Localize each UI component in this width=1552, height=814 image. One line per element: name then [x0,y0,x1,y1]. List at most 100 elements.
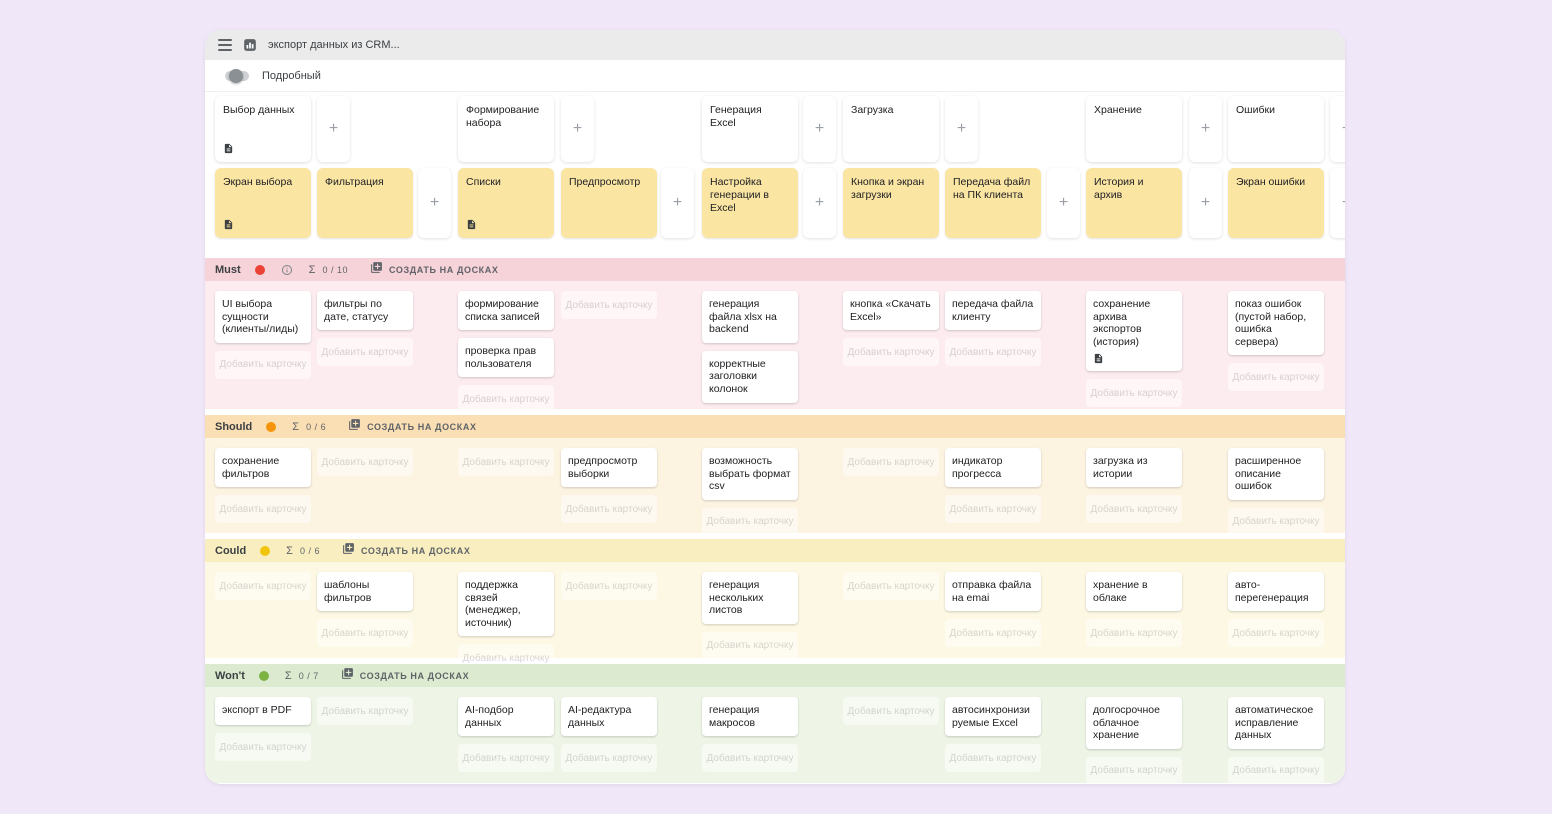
story-card[interactable]: авто-перегенерация [1228,572,1324,612]
add-card-button[interactable]: Добавить карточку [945,338,1041,367]
add-card-button[interactable]: Добавить карточку [843,448,939,476]
story-card[interactable]: формирование списка записей [458,291,554,331]
story-card[interactable]: поддержка связей (менеджер, источник) [458,572,554,637]
story-card[interactable]: загрузка из истории [1086,448,1182,488]
story-card[interactable]: генерация макросов [702,697,798,737]
add-card-button[interactable]: Добавить карточку [702,744,798,773]
add-card-button[interactable]: Добавить карточку [1086,495,1182,524]
story-card[interactable]: долгосрочное облачное хранение [1086,697,1182,749]
add-card-button[interactable]: Добавить карточку [1228,756,1324,784]
add-step-button[interactable]: + [1047,168,1080,238]
add-card-button[interactable]: Добавить карточку [215,495,311,524]
story-card[interactable]: генерация нескольких листов [702,572,798,624]
story-card[interactable]: показ ошибок (пустой набор, ошибка серве… [1228,291,1324,356]
add-card-button[interactable]: Добавить карточку [843,697,939,725]
story-card[interactable]: хранение в облаке [1086,572,1182,612]
add-step-button[interactable]: + [1189,168,1222,238]
add-epic-button[interactable]: + [1330,96,1345,162]
story-card[interactable]: сохранение архива экспортов (история) [1086,291,1182,372]
add-card-button[interactable]: Добавить карточку [843,338,939,367]
create-on-boards-button[interactable]: СОЗДАТЬ НА ДОСКАХ [370,261,498,279]
add-epic-button[interactable]: + [803,96,836,162]
step-card[interactable]: Экран ошибки [1228,168,1324,238]
story-card[interactable]: AI-редактура данных [561,697,657,737]
story-card[interactable]: экспорт в PDF [215,697,311,725]
add-step-button[interactable]: + [803,168,836,238]
add-epic-button[interactable]: + [1189,96,1222,162]
story-card[interactable]: отправка файла на emai [945,572,1041,612]
story-card[interactable]: AI-подбор данных [458,697,554,737]
info-icon[interactable] [281,264,293,276]
step-card[interactable]: Списки [458,168,554,238]
add-card-button[interactable]: Добавить карточку [215,572,311,600]
step-card[interactable]: Экран выбора [215,168,311,238]
add-card-button[interactable]: Добавить карточку [561,291,657,319]
create-on-boards-button[interactable]: СОЗДАТЬ НА ДОСКАХ [342,542,470,560]
add-epic-button[interactable]: + [561,96,594,162]
story-card[interactable]: шаблоны фильтров [317,572,413,612]
add-card-button[interactable]: Добавить карточку [317,338,413,367]
add-card-button[interactable]: Добавить карточку [561,744,657,773]
step-card[interactable]: Фильтрация [317,168,413,238]
add-card-button[interactable]: Добавить карточку [561,572,657,600]
story-card[interactable]: возможность выбрать формат csv [702,448,798,500]
story-card-text: автосинхронизируемые Excel [952,704,1030,729]
add-epic-button[interactable]: + [945,96,978,162]
add-step-button[interactable]: + [418,168,451,238]
step-card[interactable]: Настройка генерации в Excel [702,168,798,238]
add-card-button[interactable]: Добавить карточку [1228,619,1324,648]
step-card[interactable]: История и архив [1086,168,1182,238]
story-card[interactable]: проверка прав пользователя [458,338,554,378]
story-card-text: корректные заголовки колонок [709,357,766,395]
step-card[interactable]: Передача файл на ПК клиента [945,168,1041,238]
epic-card[interactable]: Формирование набора [458,96,554,162]
add-card-button[interactable]: Добавить карточку [945,495,1041,524]
add-step-button[interactable]: + [661,168,694,238]
add-card-button[interactable]: Добавить карточку [561,495,657,524]
detailed-toggle[interactable] [221,68,251,83]
story-card[interactable]: UI выбора сущности (клиенты/лиды) [215,291,311,343]
epic-card[interactable]: Ошибки [1228,96,1324,162]
step-card[interactable]: Предпросмотр [561,168,657,238]
add-card-button[interactable]: Добавить карточку [1086,756,1182,784]
story-card[interactable]: автоматическое исправление данных [1228,697,1324,749]
epic-card[interactable]: Загрузка [843,96,939,162]
add-card-button[interactable]: Добавить карточку [945,744,1041,773]
add-card-button[interactable]: Добавить карточку [1086,379,1182,408]
add-card-button[interactable]: Добавить карточку [317,448,413,476]
story-card[interactable]: предпросмотр выборки [561,448,657,488]
add-card-button[interactable]: Добавить карточку [1086,619,1182,648]
add-card-button[interactable]: Добавить карточку [317,619,413,648]
create-on-boards-button[interactable]: СОЗДАТЬ НА ДОСКАХ [348,418,476,436]
story-card[interactable]: генерация файла xlsx на backend [702,291,798,343]
step-card[interactable]: Кнопка и экран загрузки [843,168,939,238]
epic-card[interactable]: Генерация Excel [702,96,798,162]
add-card-button[interactable]: Добавить карточку [458,385,554,414]
create-on-boards-button[interactable]: СОЗДАТЬ НА ДОСКАХ [341,667,469,685]
story-card[interactable]: индикатор прогресса [945,448,1041,488]
story-card[interactable]: фильтры по дате, статусу [317,291,413,331]
epic-card[interactable]: Выбор данных [215,96,311,162]
add-card-button[interactable]: Добавить карточку [843,572,939,600]
add-card-button[interactable]: Добавить карточку [215,350,311,379]
add-card-button[interactable]: Добавить карточку [317,697,413,725]
add-card-button[interactable]: Добавить карточку [1228,507,1324,536]
story-card[interactable]: корректные заголовки колонок [702,350,798,403]
add-card-label: Добавить карточку [321,627,409,639]
epic-card[interactable]: Хранение [1086,96,1182,162]
story-card[interactable]: сохранение фильтров [215,448,311,488]
story-card[interactable]: передача файла клиенту [945,291,1041,331]
add-card-button[interactable]: Добавить карточку [702,507,798,536]
add-card-button[interactable]: Добавить карточку [458,448,554,476]
story-card[interactable]: расширенное описание ошибок [1228,448,1324,500]
add-card-button[interactable]: Добавить карточку [215,733,311,761]
add-card-button[interactable]: Добавить карточку [1228,363,1324,392]
add-step-button[interactable]: + [1330,168,1345,238]
story-card[interactable]: автосинхронизируемые Excel [945,697,1041,737]
add-card-button[interactable]: Добавить карточку [702,631,798,660]
story-card[interactable]: кнопка «Скачать Excel» [843,291,939,331]
add-epic-button[interactable]: + [317,96,350,162]
menu-icon[interactable] [218,39,232,51]
add-card-button[interactable]: Добавить карточку [458,744,554,773]
add-card-button[interactable]: Добавить карточку [945,619,1041,648]
